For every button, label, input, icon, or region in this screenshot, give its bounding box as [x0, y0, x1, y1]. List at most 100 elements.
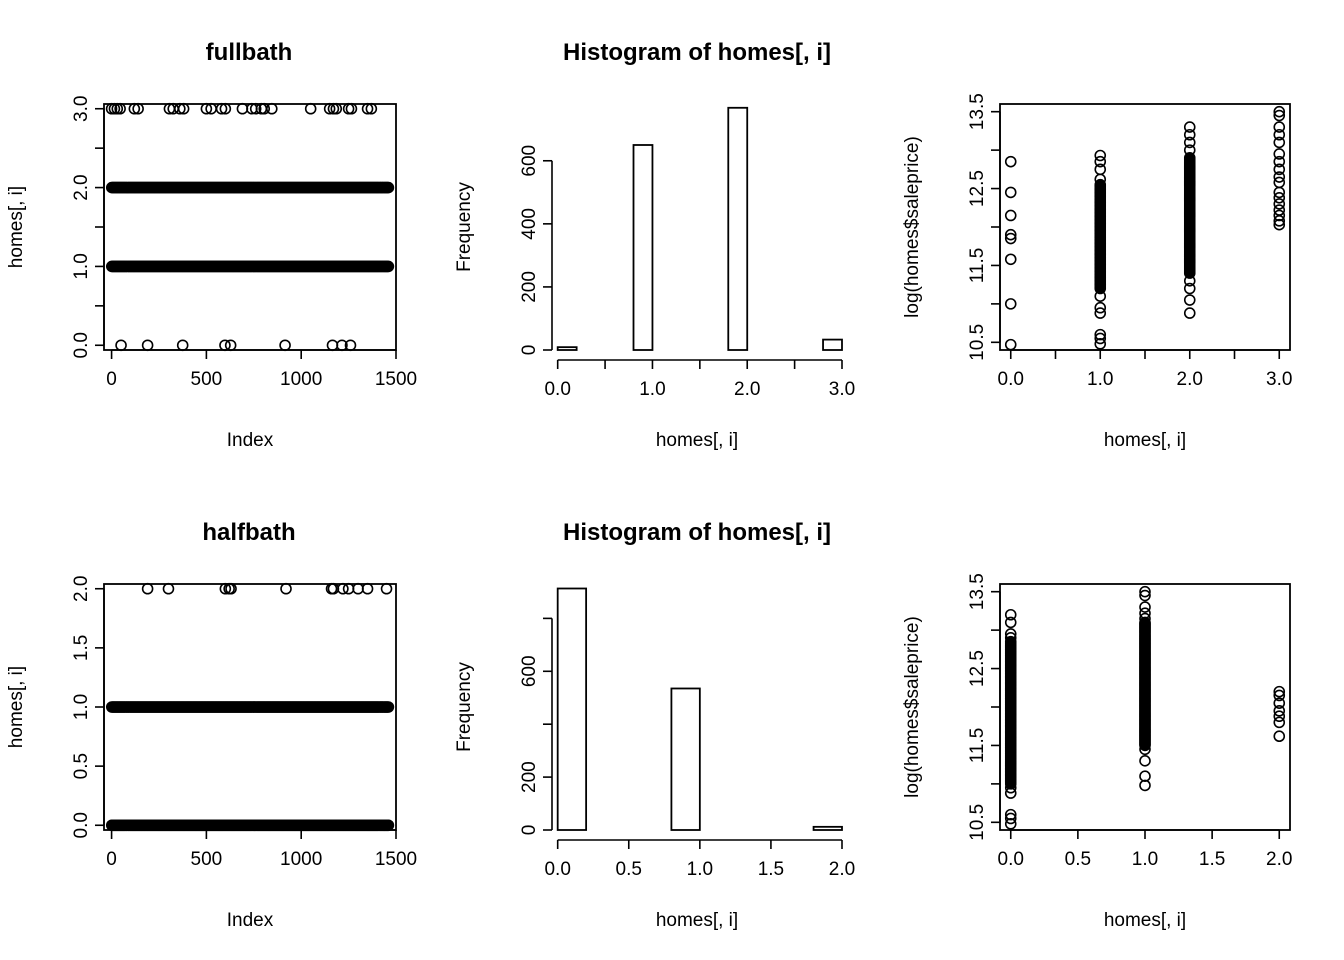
histogram-bar	[812, 825, 843, 831]
data-point	[1273, 218, 1286, 231]
x-tick-label: 0.5	[1065, 849, 1091, 870]
x-axis-label: homes[, i]	[1104, 910, 1186, 931]
data-point	[1139, 779, 1151, 792]
data-point	[1094, 155, 1107, 168]
x-tick-label: 500	[191, 369, 223, 390]
data-point	[361, 582, 374, 595]
data-point	[1139, 585, 1151, 598]
y-tick-label: 400	[519, 208, 540, 240]
data-point	[1273, 121, 1286, 133]
x-axis-label: homes[, i]	[656, 910, 738, 931]
data-point	[1273, 155, 1286, 168]
data-point	[258, 102, 271, 115]
data-point	[1094, 178, 1107, 191]
plot-frame	[999, 103, 1291, 351]
panel-title: fullbath	[206, 39, 293, 66]
y-tick-label: 13.5	[967, 573, 988, 610]
data-point	[280, 582, 292, 595]
data-point	[1183, 136, 1196, 149]
data-point	[1183, 128, 1196, 141]
y-tick-label: 11.5	[967, 728, 988, 764]
y-axis-label: homes[, i]	[6, 186, 27, 268]
data-point	[1273, 136, 1286, 149]
data-point	[1273, 171, 1286, 183]
x-tick-label: 1500	[375, 369, 417, 390]
data-point	[1273, 191, 1286, 204]
data-point	[1004, 616, 1017, 629]
y-tick-label: 10.5	[967, 324, 988, 361]
panel-6: 0.0 0.5 1.0 1.5 2.0 10.5 11.5 12.5 13.5 homes[, i…	[902, 573, 1292, 931]
data-point	[1094, 149, 1107, 162]
data-point	[1139, 755, 1151, 767]
data-point	[382, 181, 395, 194]
data-point	[1183, 282, 1196, 295]
data-point	[141, 582, 154, 595]
y-tick-label: 1.0	[71, 253, 92, 279]
data-point	[1004, 608, 1017, 621]
data-point	[1139, 589, 1151, 602]
data-point	[176, 339, 189, 352]
data-point	[1004, 253, 1017, 266]
data-point	[336, 339, 348, 352]
histogram-bar	[556, 346, 578, 351]
panel-1: fullbath 0 500 1000 1500 0.0 1.0 2.0 3.0 Index hom…	[6, 39, 417, 451]
x-tick-label: 1.0	[1087, 369, 1113, 390]
y-tick-label: 2.0	[71, 576, 92, 602]
data-point	[1004, 228, 1017, 241]
data-point	[323, 102, 336, 115]
data-point	[1004, 632, 1017, 644]
data-point	[1273, 685, 1286, 698]
y-tick-label: 0.0	[71, 812, 92, 838]
data-point	[1004, 232, 1017, 245]
panel-4: halfbath 0 500 1000 1500 0.0 0.5 1.0 1.5 2.0 Index…	[6, 519, 417, 931]
y-tick-label: 1.5	[71, 635, 92, 661]
x-tick-label: 2.0	[734, 379, 760, 400]
y-axis-label: Frequency	[454, 662, 475, 752]
data-point	[1094, 173, 1107, 186]
y-tick-label: 0.0	[71, 332, 92, 358]
x-tick-label: 0.5	[616, 859, 642, 880]
data-point	[1004, 787, 1017, 799]
data-point	[1273, 705, 1286, 717]
y-tick-label: 3.0	[71, 96, 92, 122]
data-point	[1183, 121, 1196, 133]
data-point	[174, 102, 186, 115]
x-tick-label: 0.0	[998, 849, 1024, 870]
data-point	[1004, 812, 1017, 825]
data-point	[1183, 294, 1196, 306]
x-tick-label: 2.0	[829, 859, 855, 880]
data-point	[361, 102, 374, 115]
data-point	[162, 582, 175, 595]
data-point	[1094, 307, 1107, 319]
data-point	[1094, 332, 1107, 345]
data-point	[345, 102, 358, 115]
y-tick-label: 13.5	[967, 93, 988, 130]
panel-title: halfbath	[202, 519, 295, 546]
data-point	[1004, 628, 1017, 640]
data-point	[1004, 298, 1017, 310]
data-point	[1139, 601, 1151, 613]
histogram-bar	[632, 144, 654, 351]
data-point	[200, 102, 213, 115]
data-point	[1004, 209, 1017, 222]
panel-3: 0.0 1.0 2.0 3.0 10.5 11.5 12.5 13.5 homes[, i] lo…	[902, 93, 1292, 451]
data-point	[225, 582, 237, 595]
data-point	[337, 582, 349, 595]
x-tick-label: 3.0	[829, 379, 855, 400]
data-point	[344, 339, 357, 352]
data-point	[114, 102, 126, 115]
x-axis-label: Index	[227, 910, 274, 931]
data-point	[330, 102, 343, 115]
panel-2: Histogram of homes[, i] 0.0 1.0 2.0 3.0 0 200 4…	[454, 39, 855, 451]
data-point	[141, 339, 154, 352]
data-point	[1139, 612, 1151, 625]
data-point	[219, 339, 231, 352]
data-point	[1004, 155, 1017, 168]
y-axis-label: log(homes$saleprice)	[902, 136, 923, 318]
x-tick-label: 1.0	[1132, 849, 1158, 870]
histogram-bar	[727, 106, 749, 351]
data-point	[1273, 186, 1286, 199]
data-point	[1273, 109, 1286, 122]
x-tick-label: 0.0	[998, 369, 1024, 390]
